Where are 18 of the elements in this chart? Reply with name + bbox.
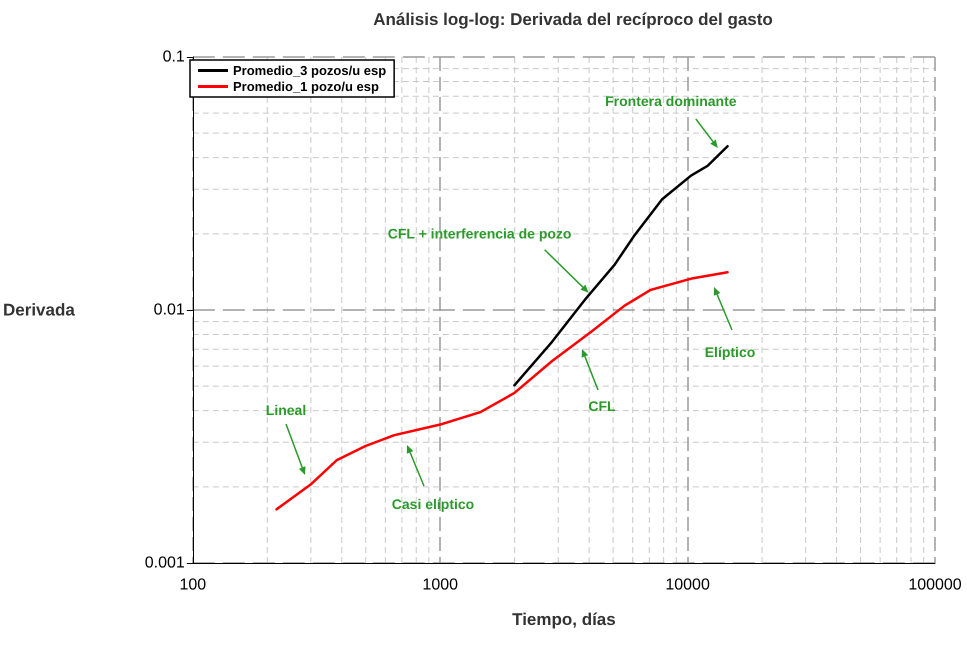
y-tick-label: 0.001 bbox=[144, 554, 185, 572]
x-tick-label: 100000 bbox=[908, 576, 962, 594]
y-tick-label: 0.1 bbox=[162, 48, 185, 66]
legend-label: Promedio_1 pozo/u esp bbox=[233, 79, 379, 94]
x-tick-label: 1000 bbox=[422, 576, 458, 594]
y-tick-label: 0.01 bbox=[154, 302, 185, 318]
y-axis-title: Derivada bbox=[2, 300, 76, 320]
annotation: Frontera dominante bbox=[605, 92, 737, 109]
annotation: Elíptico bbox=[704, 344, 756, 360]
chart-title: Análisis log-log: Derivada del recíproco del gasto bbox=[373, 10, 773, 29]
annotation: Lineal bbox=[266, 402, 306, 418]
annotation: CFL + interferencia de pozo bbox=[388, 226, 572, 242]
annotation: CFL bbox=[588, 398, 616, 414]
x-tick-label: 10000 bbox=[665, 576, 710, 594]
legend-label: Promedio_3 pozos/u esp bbox=[233, 63, 386, 78]
x-tick-label: 100 bbox=[179, 576, 206, 594]
x-axis-title: Tiempo, días bbox=[512, 610, 616, 629]
annotation: Casi elíptico bbox=[392, 496, 474, 512]
